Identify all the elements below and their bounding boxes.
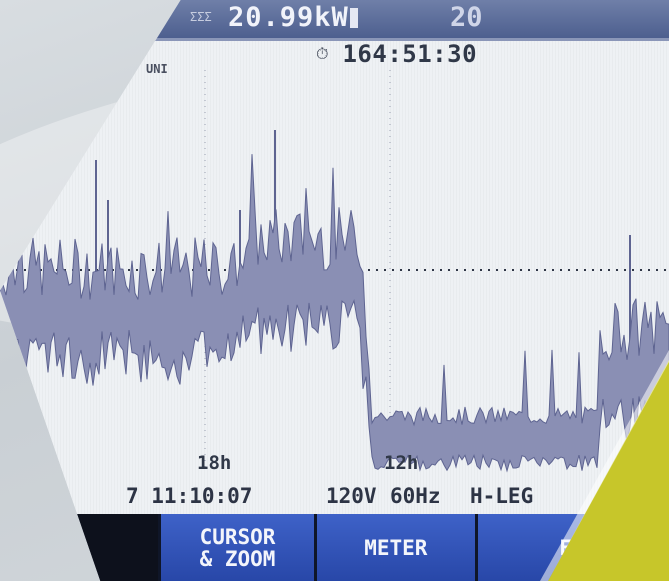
softkey-meter[interactable]: METER: [316, 514, 478, 581]
unit-label: UNI: [146, 62, 168, 76]
timer-value: 164:51:30: [342, 40, 478, 68]
time-label-18h: 18h: [197, 452, 232, 474]
stopwatch-icon: ⏱: [316, 44, 329, 63]
softkey-meter-label: METER: [364, 535, 428, 560]
secondary-readout: 20: [450, 2, 483, 33]
status-datetime: 7 11:10:07: [126, 484, 253, 508]
status-bar: 7 11:10:07 120V 60Hz H-LEG: [0, 484, 669, 512]
softkey-blank[interactable]: [0, 514, 162, 581]
time-label-12h: 12h: [384, 452, 419, 474]
softkey-cursor-zoom[interactable]: CURSOR & ZOOM: [161, 514, 317, 581]
status-config: H-LEG: [470, 484, 534, 508]
header-small-label: ΣΣΣ: [190, 10, 212, 24]
elapsed-timer: ⏱ 164:51:30: [316, 40, 477, 68]
trend-trace: [0, 154, 669, 473]
power-readout: 20.99kW: [228, 2, 349, 33]
status-frequency: 60Hz: [390, 484, 441, 508]
softkey-cursor-zoom-line1: CURSOR: [199, 524, 276, 549]
phase-marker-icon: [350, 8, 358, 28]
status-voltage: 120V: [326, 484, 377, 508]
softkey-cursor-zoom-line2: & ZOOM: [199, 546, 276, 571]
